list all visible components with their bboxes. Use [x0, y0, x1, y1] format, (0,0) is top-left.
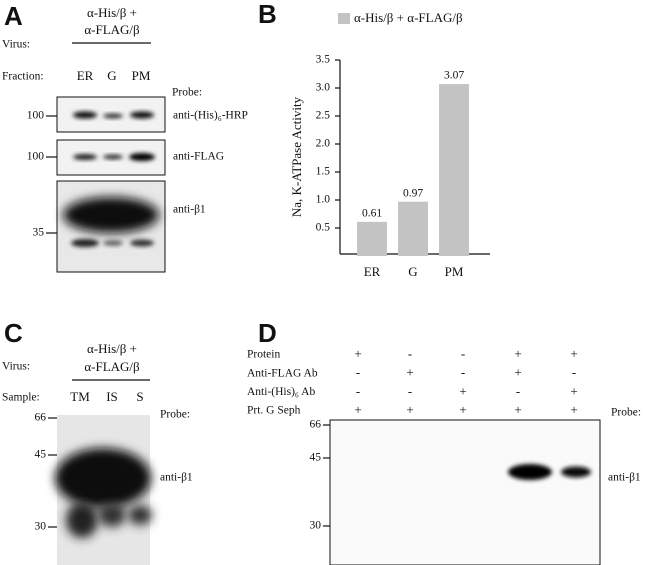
lane-label: IS [106, 389, 118, 404]
y-tick-label: 0.5 [316, 222, 331, 234]
sign: + [514, 346, 521, 361]
sign: - [572, 365, 576, 380]
sign: - [408, 383, 412, 398]
probe: anti-β1 [173, 204, 206, 216]
band [103, 113, 123, 119]
sign: + [459, 402, 466, 417]
smear [98, 503, 126, 527]
sign: + [406, 402, 413, 417]
sign: - [356, 383, 360, 398]
probe: anti-(His)₆-HRP [173, 110, 248, 122]
band [130, 111, 154, 119]
lane-label: ER [77, 68, 94, 83]
sign: + [514, 365, 521, 380]
row-label: Prt. G Seph [247, 405, 301, 417]
x-tick-label: G [408, 264, 417, 279]
blot [329, 419, 601, 565]
x-tick-label: PM [445, 264, 464, 279]
band [561, 466, 591, 478]
smear [128, 505, 152, 525]
marker: 30 [35, 521, 47, 533]
sign: - [408, 346, 412, 361]
layout [46, 42, 601, 565]
band [73, 154, 97, 160]
value-label: 3.07 [444, 70, 464, 82]
probe: anti-β1 [160, 472, 193, 484]
sample-label: Sample: [2, 392, 40, 404]
sign: + [570, 346, 577, 361]
virus-label: Virus: [2, 39, 30, 51]
panel-label: D [258, 318, 277, 348]
virus-line: α-FLAG/β [84, 359, 140, 374]
band [71, 239, 99, 247]
panel-label: A [4, 1, 23, 31]
smear [63, 197, 159, 233]
marker: 100 [27, 110, 45, 122]
band [103, 240, 123, 246]
y-tick-label: 3.0 [316, 82, 331, 94]
probe: anti-FLAG [173, 151, 224, 163]
marker: 66 [310, 419, 322, 431]
sign: + [570, 402, 577, 417]
marker: 35 [33, 227, 45, 239]
y-tick-label: 1.5 [316, 166, 331, 178]
bar [439, 84, 469, 256]
band [73, 111, 97, 119]
probe-label: Probe: [160, 409, 190, 421]
marker: 100 [27, 151, 45, 163]
panel-label: C [4, 318, 23, 348]
sign: + [570, 383, 577, 398]
y-tick-label: 2.0 [316, 138, 331, 150]
probe-label: Probe: [611, 407, 641, 419]
sign: - [516, 383, 520, 398]
marker: 30 [310, 520, 322, 532]
lane-label: S [136, 389, 143, 404]
sign: + [514, 402, 521, 417]
probe: anti-β1 [608, 472, 641, 484]
x-tick-label: ER [364, 264, 381, 279]
smear [66, 502, 98, 538]
sign: + [459, 383, 466, 398]
band [130, 239, 154, 247]
marker: 66 [35, 412, 47, 424]
row-label: Anti-(His)₆ Ab [247, 386, 315, 398]
virus-line: α-His/β + [87, 341, 137, 356]
y-tick-label: 2.5 [316, 110, 331, 122]
band [103, 154, 123, 160]
lane-label: PM [132, 68, 151, 83]
y-tick-label: 3.5 [316, 54, 331, 66]
panel-label: B [258, 0, 277, 29]
lane-label: G [107, 68, 116, 83]
sign: + [354, 402, 361, 417]
virus-line: α-His/β + [87, 5, 137, 20]
probe-label: Probe: [172, 87, 202, 99]
sign: - [461, 365, 465, 380]
row-label: Protein [247, 349, 280, 361]
smear [55, 448, 151, 508]
legend-label: α-His/β + α-FLAG/β [354, 10, 463, 25]
virus-label: Virus: [2, 361, 30, 373]
bar [357, 221, 387, 256]
y-tick-label: 1.0 [316, 194, 331, 206]
band [129, 153, 155, 161]
marker: 45 [35, 449, 47, 461]
value-label: 0.97 [403, 187, 423, 199]
row-label: Anti-FLAG Ab [247, 367, 318, 379]
fraction-label: Fraction: [2, 71, 44, 83]
marker: 45 [310, 452, 322, 464]
y-axis-label: Na, K-ATPase Activity [289, 96, 304, 217]
sign: - [461, 346, 465, 361]
value-label: 0.61 [362, 207, 382, 219]
sign: - [356, 365, 360, 380]
sign: + [354, 346, 361, 361]
band [508, 464, 552, 480]
bar [398, 201, 428, 256]
legend-swatch [338, 13, 350, 24]
sign: + [406, 365, 413, 380]
lane-label: TM [70, 389, 90, 404]
virus-line: α-FLAG/β [84, 22, 140, 37]
